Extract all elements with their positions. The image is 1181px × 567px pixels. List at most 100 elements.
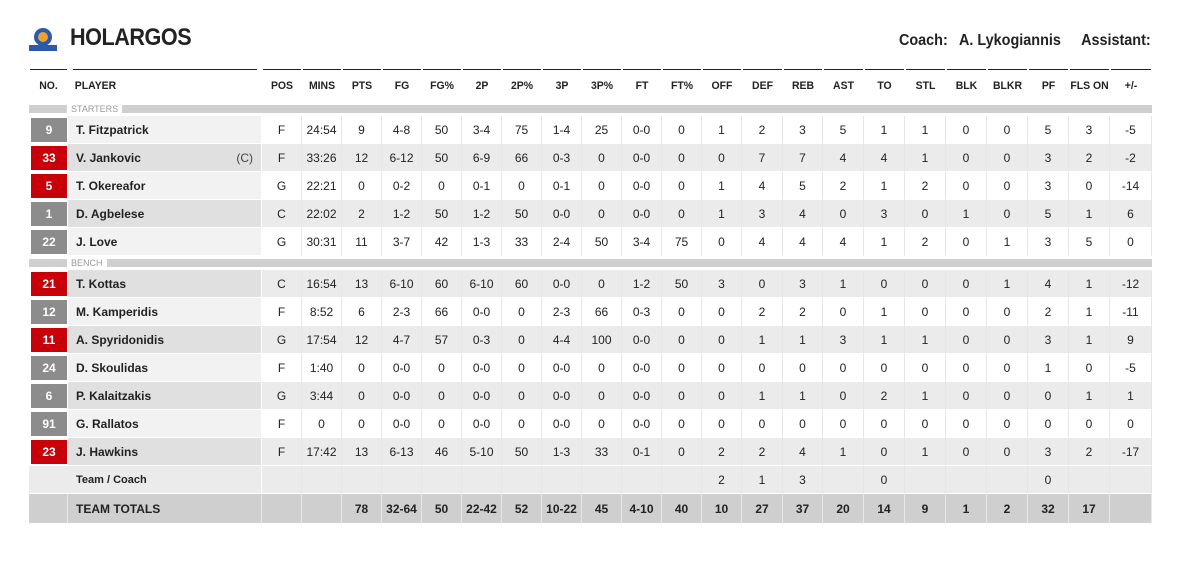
stat-mins: 1:40 [302,354,342,382]
jersey-number-badge: 23 [31,439,67,464]
player-name[interactable]: V. Jankovic [76,150,141,165]
column-header-pos[interactable]: POS [263,69,301,102]
player-name-cell[interactable]: J. Love [68,228,262,256]
column-header-ft-[interactable]: FT% [663,69,701,102]
player-name[interactable]: T. Kottas [76,276,127,291]
player-name[interactable]: J. Hawkins [76,444,139,459]
player-name-cell[interactable]: D. Agbelese [68,200,262,228]
stat-3p-: 25 [582,116,622,144]
player-name-cell[interactable]: J. Hawkins [68,438,262,466]
column-header-def[interactable]: DEF [743,69,782,102]
player-row[interactable]: 1 D. Agbelese C 22:02 2 1-2 50 1-2 50 0-0 0 0-0 0 1 3 4… [29,200,1152,228]
player-name-cell[interactable]: M. Kamperidis [68,298,262,326]
stat-pf: 4 [1028,270,1069,298]
player-name[interactable]: T. Fitzpatrick [76,122,149,137]
stat-blkr: 0 [987,410,1028,438]
column-header-blkr[interactable]: BLKR [988,69,1027,102]
stat-fg-: 66 [422,298,462,326]
stat-mins: 24:54 [302,116,342,144]
player-name-cell[interactable]: A. Spyridonidis [68,326,262,354]
player-name[interactable]: D. Agbelese [76,206,145,221]
player-name[interactable]: G. Rallatos [76,416,139,431]
player-name[interactable]: P. Kalaitzakis [76,388,152,403]
player-row[interactable]: 24 D. Skoulidas F 1:40 0 0-0 0 0-0 0 0-0 0 0-0 0 0 0 0 0… [29,354,1152,382]
player-name-cell[interactable]: G. Rallatos [68,410,262,438]
player-row[interactable]: 91 G. Rallatos F 0 0 0-0 0 0-0 0 0-0 0 0-0 0 0 0 0 0 0 0 0 0… [29,410,1152,438]
stat-3p [542,466,582,494]
column-header-pf[interactable]: PF [1029,69,1068,102]
column-header-no-[interactable]: NO. [29,69,68,102]
player-row[interactable]: 23 J. Hawkins F 17:42 13 6-13 46 5-10 50 1-3 33 0-1… [29,438,1152,466]
stat-ft: 0-0 [622,200,662,228]
column-header-off[interactable]: OFF [703,69,741,102]
column-header-to[interactable]: TO [865,69,904,102]
stat-off: 0 [702,228,742,256]
stat-ft-: 0 [662,116,702,144]
column-header-fg-[interactable]: FG% [423,69,461,102]
player-name[interactable]: J. Love [76,234,118,249]
column-header-3p[interactable]: 3P [543,69,581,102]
stat-stl: 9 [905,494,946,524]
column-header-fg[interactable]: FG [383,69,421,102]
player-row[interactable]: 22 J. Love G 30:31 11 3-7 42 1-3 33 2-4 50 3-4 75 0 4 4… [29,228,1152,256]
column-header-reb[interactable]: REB [784,69,822,102]
jersey-number-badge: 11 [31,327,67,352]
stat-blk [946,466,987,494]
jersey-number-badge: 12 [31,299,67,324]
stat-3p-: 0 [582,354,622,382]
player-name-cell[interactable]: T. Okereafor [68,172,262,200]
player-name-cell[interactable]: D. Skoulidas [68,354,262,382]
column-header-player[interactable]: PLAYER [72,69,258,102]
column-header-3p-[interactable]: 3P% [583,69,621,102]
stat-blkr [987,466,1028,494]
player-name[interactable]: D. Skoulidas [76,360,149,375]
column-header-2p-[interactable]: 2P% [503,69,541,102]
player-name-cell[interactable]: T. Kottas [68,270,262,298]
column-header-stl[interactable]: STL [906,69,945,102]
player-row[interactable]: 33 V. Jankovic (C) F 33:26 12 6-12 50 6-9 66 0-3 0 0… [29,144,1152,172]
player-row[interactable]: 5 T. Okereafor G 22:21 0 0-2 0 0-1 0 0-1 0 0-0 0 1 4 5 2… [29,172,1152,200]
stat-to: 0 [864,354,905,382]
column-header-ft[interactable]: FT [623,69,661,102]
stat--: -14 [1110,172,1152,200]
stat-pos: F [262,144,302,172]
player-row[interactable]: 21 T. Kottas C 16:54 13 6-10 60 6-10 60 0-0 0 1-2 50… [29,270,1152,298]
team-coach-row: Team / Coach 2 1 3 0 0 [29,466,1152,494]
player-name[interactable]: M. Kamperidis [76,304,159,319]
stat-2p-: 0 [502,326,542,354]
stat-3p: 0-0 [542,354,582,382]
section-band: STARTERS [29,102,1152,116]
stat-3p-: 66 [582,298,622,326]
player-row[interactable]: 11 A. Spyridonidis G 17:54 12 4-7 57 0-3 0 4-4 100… [29,326,1152,354]
stat-ft: 0-0 [622,172,662,200]
stat-blkr: 0 [987,382,1028,410]
column-header-blk[interactable]: BLK [947,69,986,102]
player-name[interactable]: A. Spyridonidis [76,332,165,347]
stat-3p: 0-1 [542,172,582,200]
stat-3p-: 33 [582,438,622,466]
stat-pf: 0 [1028,382,1069,410]
stat-pf: 3 [1028,228,1069,256]
column-header-pts[interactable]: PTS [343,69,381,102]
stat-pos: G [262,172,302,200]
player-row[interactable]: 12 M. Kamperidis F 8:52 6 2-3 66 0-0 0 2-3 66 0-3 0 0… [29,298,1152,326]
column-header-fls-on[interactable]: FLS ON [1070,69,1109,102]
column-header-2p[interactable]: 2P [463,69,501,102]
column-header--[interactable]: +/- [1111,69,1151,102]
player-row[interactable]: 6 P. Kalaitzakis G 3:44 0 0-0 0 0-0 0 0-0 0 0-0 0 0 1 1… [29,382,1152,410]
player-name[interactable]: T. Okereafor [76,178,146,193]
stat-2p-: 50 [502,438,542,466]
column-header-mins[interactable]: MINS [303,69,341,102]
player-name-cell[interactable]: P. Kalaitzakis [68,382,262,410]
section-label: STARTERS [67,102,123,116]
stat-2p-: 50 [502,200,542,228]
stat-stl: 0 [905,298,946,326]
player-row[interactable]: 9 T. Fitzpatrick F 24:54 9 4-8 50 3-4 75 1-4 25 0-0… [29,116,1152,144]
stat--: -2 [1110,144,1152,172]
column-header-ast[interactable]: AST [824,69,863,102]
player-name-cell[interactable]: T. Fitzpatrick [68,116,262,144]
stat--: -5 [1110,116,1152,144]
stat-2p-: 0 [502,410,542,438]
stat-def: 1 [742,466,783,494]
player-name-cell[interactable]: V. Jankovic (C) [68,144,262,172]
